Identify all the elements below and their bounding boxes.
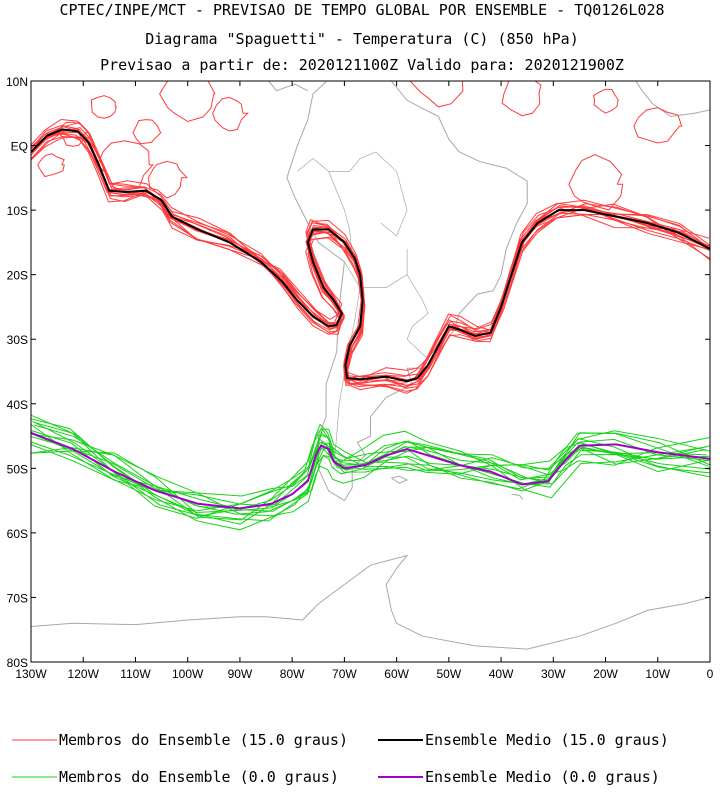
member-15-line <box>31 133 710 386</box>
coastline-west-africa <box>635 81 710 118</box>
member-15-line <box>31 128 710 382</box>
axis-ticks: 130W 120W 110W 100W 90W 80W 70W 60W 50W 40W 30W 20W… <box>6 75 714 681</box>
y-tick-label: 30S <box>7 333 28 347</box>
member-0-line <box>31 423 709 512</box>
member-15-line <box>31 127 710 388</box>
y-tick-label: 10N <box>6 75 28 89</box>
member-15-contour-blob <box>568 154 624 211</box>
x-tick-label: 0 <box>707 667 714 681</box>
x-tick-label: 130W <box>15 667 47 681</box>
ensemble-mean-0-line <box>31 431 710 510</box>
member-15-contour-blob <box>97 140 155 191</box>
x-tick-label: 40W <box>489 667 514 681</box>
member-15-contour-blob <box>409 81 464 108</box>
legend: Membros do Ensemble (15.0 graus) Ensemble… <box>12 731 669 786</box>
member-15-line <box>31 131 710 387</box>
country-border <box>333 287 361 469</box>
member-15-line <box>31 126 710 381</box>
members-15-series-group <box>31 81 710 394</box>
x-tick-label: 60W <box>384 667 409 681</box>
member-15-line <box>31 129 710 381</box>
member-15-contour-blob <box>633 107 683 144</box>
member-15-contour-blob <box>90 95 117 119</box>
member-0-line <box>32 420 710 517</box>
y-tick-label: EQ <box>11 140 28 154</box>
y-tick-label: 20S <box>7 269 28 283</box>
x-tick-label: 70W <box>332 667 357 681</box>
member-15-line <box>31 135 710 392</box>
country-border <box>344 248 408 288</box>
member-15-contour-blob <box>147 160 188 199</box>
mean-series-group <box>31 128 710 510</box>
member-15-line <box>32 130 710 382</box>
member-15-contour-blob <box>159 81 216 123</box>
country-border <box>406 274 431 363</box>
legend-label-mean-0: Ensemble Medio (0.0 graus) <box>425 768 660 786</box>
coastline-antarctica <box>31 554 710 650</box>
members-0-series-group <box>31 414 710 531</box>
x-tick-label: 10W <box>645 667 670 681</box>
coastline-map <box>31 81 710 650</box>
y-tick-label: 50S <box>7 462 28 476</box>
member-15-contour-blob <box>212 96 250 132</box>
member-0-line <box>31 433 710 517</box>
member-0-line <box>33 424 710 515</box>
member-15-line <box>31 121 710 389</box>
member-15-line <box>31 132 709 385</box>
coastline-south-america <box>286 81 528 502</box>
member-0-line <box>31 414 710 519</box>
chart-title-line-1: CPTEC/INPE/MCT - PREVISAO DE TEMPO GLOBA… <box>59 1 664 19</box>
member-0-line <box>31 423 710 521</box>
y-tick-label: 40S <box>7 398 28 412</box>
chart-title-line-3: Previsao a partir de: 2020121100Z Valido… <box>100 56 624 74</box>
country-border <box>297 158 353 256</box>
x-tick-label: 80W <box>280 667 305 681</box>
coastline-central-america <box>268 81 309 92</box>
y-tick-label: 80S <box>7 656 28 670</box>
x-tick-label: 20W <box>593 667 618 681</box>
member-15-contour-blob <box>501 81 542 117</box>
x-tick-label: 30W <box>541 667 566 681</box>
x-tick-label: 100W <box>172 667 204 681</box>
coastline-south-georgia <box>511 493 524 500</box>
ensemble-mean-15-line <box>31 128 710 383</box>
legend-label-mean-15: Ensemble Medio (15.0 graus) <box>425 731 669 749</box>
member-0-line <box>31 430 710 497</box>
member-0-line <box>31 428 710 525</box>
member-0-line <box>31 429 710 514</box>
member-15-contour-blob <box>132 119 162 145</box>
x-tick-label: 50W <box>437 667 462 681</box>
y-tick-label: 70S <box>7 591 28 605</box>
x-tick-label: 110W <box>120 667 151 681</box>
member-15-contour-blob <box>37 153 65 178</box>
x-tick-label: 120W <box>68 667 100 681</box>
member-15-line <box>31 136 710 391</box>
plot-frame <box>30 80 711 663</box>
member-15-line <box>31 124 710 387</box>
country-border <box>328 151 408 237</box>
legend-label-members-15: Membros do Ensemble (15.0 graus) <box>59 731 348 749</box>
member-0-line <box>31 441 707 507</box>
coastline-falklands <box>391 475 409 484</box>
chart-title-line-2: Diagrama "Spaguetti" - Temperatura (C) (… <box>145 30 578 48</box>
member-15-contour-blob <box>593 88 619 114</box>
member-0-line <box>31 433 710 512</box>
y-tick-label: 60S <box>7 527 28 541</box>
x-tick-label: 90W <box>228 667 253 681</box>
y-tick-label: 10S <box>7 204 28 218</box>
member-0-line <box>31 418 708 531</box>
member-15-line <box>31 133 710 381</box>
legend-label-members-0: Membros do Ensemble (0.0 graus) <box>59 768 339 786</box>
member-15-contour-blob <box>57 121 89 147</box>
